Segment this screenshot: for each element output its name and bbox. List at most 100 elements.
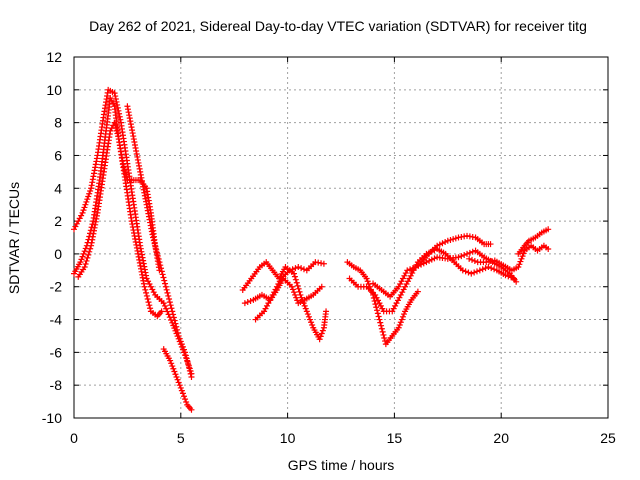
data-point (167, 357, 174, 364)
data-point (143, 289, 150, 296)
y-axis-label: SDTVAR / TECUs (6, 182, 22, 294)
data-point (164, 289, 171, 296)
data-point (171, 368, 178, 375)
data-point (289, 286, 296, 293)
data-point (318, 330, 325, 337)
data-point (381, 335, 388, 342)
data-point (81, 264, 88, 271)
data-point (87, 245, 94, 252)
data-point (84, 254, 91, 261)
data-point (158, 268, 165, 275)
data-point (80, 207, 87, 214)
data-point (374, 310, 381, 317)
y-tick-label: 2 (54, 213, 62, 229)
data-point (291, 273, 298, 280)
data-point (112, 93, 119, 100)
data-point (155, 256, 162, 263)
y-tick-label: 10 (46, 82, 62, 98)
x-tick-label: 5 (177, 430, 185, 446)
data-point (399, 275, 406, 282)
data-point (112, 96, 119, 103)
data-point (181, 346, 188, 353)
data-point (183, 399, 190, 406)
data-point (174, 326, 181, 333)
data-point (169, 308, 176, 315)
data-point (89, 221, 96, 228)
data-point (292, 291, 299, 298)
data-point (168, 305, 175, 312)
data-point (178, 387, 185, 394)
data-point (374, 307, 381, 314)
data-point (75, 218, 82, 225)
data-point (375, 313, 382, 320)
data-point (81, 204, 88, 211)
data-point (172, 320, 179, 327)
data-point (516, 261, 523, 268)
data-point (392, 302, 399, 309)
data-point (406, 275, 413, 282)
y-tick-label: 0 (54, 246, 62, 262)
data-point (444, 237, 451, 244)
data-point (163, 286, 170, 293)
series-arc-9 (344, 259, 421, 348)
data-point (394, 297, 401, 304)
data-point (398, 278, 405, 285)
y-tick-label: 8 (54, 115, 62, 131)
data-point (114, 104, 121, 111)
data-point (376, 316, 383, 323)
data-point (473, 268, 480, 275)
data-point (154, 249, 161, 256)
data-point (182, 396, 189, 403)
data-point (288, 283, 295, 290)
data-point (122, 168, 129, 175)
data-point (146, 280, 153, 287)
data-point (378, 322, 385, 329)
x-tick-label: 10 (280, 430, 296, 446)
data-point (157, 262, 164, 269)
data-point (468, 270, 475, 277)
data-point (363, 275, 370, 282)
data-point (482, 265, 489, 272)
axis-ticks: 0 5 10 15 20 25 -10 -8 -6 -4 -2 0 2 4 6 8 10 12 (42, 49, 616, 446)
data-point (465, 269, 472, 276)
data-point (79, 209, 86, 216)
data-point (317, 333, 324, 340)
data-point (464, 250, 471, 257)
data-point (466, 255, 473, 262)
data-point (146, 302, 153, 309)
data-point (447, 236, 454, 243)
data-point (179, 390, 186, 397)
data-point (298, 294, 305, 301)
x-axis-label: GPS time / hours (288, 457, 395, 473)
data-point (455, 254, 462, 261)
data-point (159, 271, 166, 278)
data-point (174, 376, 181, 383)
data-point (123, 174, 130, 181)
data-point (513, 278, 520, 285)
data-point (120, 160, 127, 167)
data-point (147, 283, 154, 290)
data-point (112, 122, 119, 129)
data-point (371, 298, 378, 305)
data-point (184, 358, 191, 365)
data-point (319, 327, 326, 334)
data-point (151, 240, 158, 247)
data-point (426, 257, 433, 264)
data-point (459, 267, 466, 274)
data-point (116, 113, 123, 120)
data-point (72, 223, 79, 230)
data-point (115, 107, 122, 114)
data-point (85, 193, 92, 200)
data-point (171, 317, 178, 324)
chart-title: Day 262 of 2021, Sidereal Day-to-day VTE… (89, 18, 587, 34)
data-point (398, 316, 405, 323)
data-point (476, 267, 483, 274)
data-point (378, 325, 385, 332)
data-point (247, 297, 254, 304)
data-point (77, 259, 84, 266)
data-point (172, 371, 179, 378)
x-tick-label: 15 (387, 430, 403, 446)
data-point (244, 299, 251, 306)
data-point (397, 280, 404, 287)
